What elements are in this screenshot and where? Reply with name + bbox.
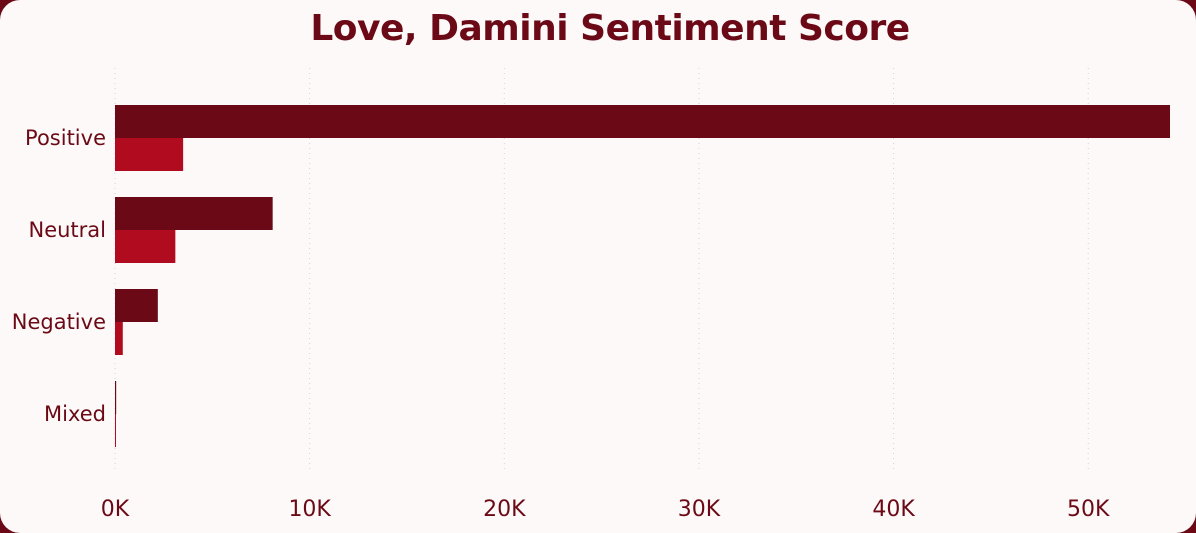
category-labels: Positive Neutral Negative Mixed xyxy=(12,126,106,426)
x-tick-label: 20K xyxy=(483,497,526,522)
bar-positive-series-1[interactable] xyxy=(115,105,1170,138)
gridlines xyxy=(114,68,1089,470)
x-tick-label: 40K xyxy=(872,497,915,522)
category-label-negative: Negative xyxy=(12,310,106,334)
category-label-positive: Positive xyxy=(25,126,106,150)
chart-title: Love, Damini Sentiment Score xyxy=(310,8,910,49)
x-tick-label: 30K xyxy=(678,497,721,522)
bars xyxy=(115,105,1170,447)
x-tick-label: 0K xyxy=(101,497,130,522)
bar-neutral-series-1[interactable] xyxy=(115,197,273,230)
x-axis-tick-labels: 0K 10K 20K 30K 40K 50K xyxy=(101,497,1110,522)
category-label-mixed: Mixed xyxy=(44,402,106,426)
bar-negative-series-1[interactable] xyxy=(115,289,158,322)
category-label-neutral: Neutral xyxy=(28,218,106,242)
x-tick-label: 50K xyxy=(1067,497,1110,522)
x-tick-label: 10K xyxy=(288,497,331,522)
bar-negative-series-2[interactable] xyxy=(115,322,123,355)
bar-neutral-series-2[interactable] xyxy=(115,230,176,263)
bar-mixed-series-2[interactable] xyxy=(115,414,116,447)
bar-positive-series-2[interactable] xyxy=(115,138,184,171)
bar-mixed-series-1[interactable] xyxy=(115,381,117,414)
